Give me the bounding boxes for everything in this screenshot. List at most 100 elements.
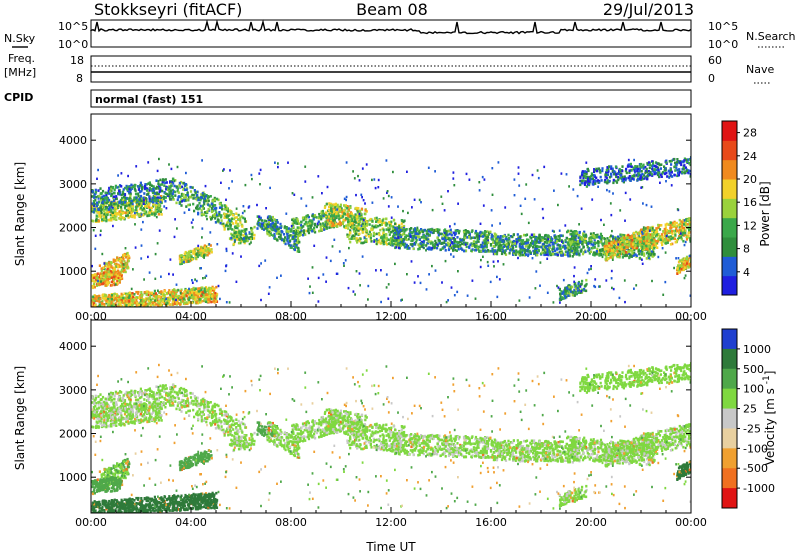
power-cell — [91, 195, 94, 198]
power-cell — [297, 249, 300, 253]
power-cell — [558, 236, 561, 240]
power-cell — [125, 208, 128, 212]
power-cell — [566, 251, 569, 255]
power-cell — [357, 207, 360, 210]
power-cell — [187, 289, 190, 293]
power-cell — [351, 234, 354, 238]
power-cell — [359, 212, 362, 215]
power-cell — [273, 232, 276, 236]
power-cell — [365, 239, 368, 242]
power-cell — [115, 195, 118, 198]
power-cell — [511, 235, 514, 239]
power-cell — [293, 234, 297, 238]
power-cell — [183, 290, 186, 294]
power-cell — [350, 221, 353, 225]
power-cell — [203, 294, 206, 297]
power-cell — [358, 209, 361, 213]
power-cell — [499, 249, 502, 252]
power-cell — [347, 214, 350, 218]
power-cell — [109, 185, 113, 189]
power-cell — [368, 230, 371, 234]
power-cell — [453, 238, 457, 241]
power-cell — [346, 212, 349, 216]
power-cell — [110, 210, 113, 213]
power-cell — [158, 203, 161, 207]
power-cell — [414, 236, 417, 239]
power-cell — [231, 228, 234, 231]
power-cell — [135, 192, 138, 196]
power-cell — [135, 208, 138, 212]
power-cell — [295, 243, 298, 246]
power-cell — [357, 238, 360, 242]
power-cell — [237, 213, 240, 217]
power-cell — [158, 185, 161, 188]
power-cell — [113, 191, 116, 195]
power-cell — [130, 294, 134, 298]
power-cell — [332, 210, 336, 214]
power-cell — [197, 196, 200, 200]
power-cell — [307, 221, 310, 224]
power-cell — [304, 233, 307, 236]
nsearch-tick-top: 10^5 — [708, 20, 738, 33]
power-cell — [207, 300, 210, 303]
power-cell — [196, 190, 199, 194]
power-cell — [94, 273, 97, 276]
power-cell — [347, 208, 350, 211]
power-cell — [351, 226, 354, 229]
power-cell — [213, 299, 216, 302]
power-cell — [135, 304, 138, 307]
power-cell — [211, 285, 214, 289]
power-cell — [200, 299, 203, 303]
power-cell — [486, 230, 489, 233]
power-cell — [281, 238, 284, 242]
power-cell — [534, 245, 537, 248]
power-cell — [496, 241, 499, 244]
power-cell — [458, 229, 461, 233]
power-cell — [313, 222, 317, 226]
power-cell — [162, 298, 165, 301]
power-cell — [526, 241, 529, 244]
power-cell — [546, 236, 549, 239]
power-cell — [103, 274, 106, 278]
power-cell — [365, 210, 368, 213]
power-cell — [414, 240, 418, 244]
power-cell — [573, 231, 576, 235]
power-cell — [108, 297, 111, 300]
power-cell — [390, 236, 394, 240]
power-cell — [109, 190, 112, 193]
power-cell — [463, 242, 466, 245]
power-cell — [236, 222, 239, 226]
power-cell — [150, 199, 153, 203]
power-cell — [358, 215, 361, 218]
power-cell — [575, 234, 578, 238]
power-cell — [454, 243, 457, 247]
power-cell — [524, 253, 528, 256]
power-cell — [543, 253, 546, 257]
power-cell — [154, 297, 157, 300]
power-cell — [230, 232, 233, 236]
power-cell — [132, 305, 135, 307]
station-title: Stokkseyri (fitACF) — [94, 0, 242, 19]
power-cell — [128, 207, 132, 211]
power-cell — [344, 204, 347, 207]
power-cell — [138, 190, 142, 194]
power-cell — [282, 233, 286, 236]
power-cell — [489, 243, 493, 246]
power-cell — [315, 216, 318, 219]
power-cell — [619, 239, 622, 242]
power-cell — [606, 237, 609, 240]
power-cell — [524, 245, 527, 248]
power-cell — [633, 236, 636, 240]
power-cell — [468, 236, 471, 239]
power-cell — [288, 244, 291, 247]
power-cell — [170, 198, 173, 201]
power-cell — [461, 242, 464, 245]
power-cell — [117, 185, 120, 189]
power-cell — [400, 222, 403, 225]
power-cell — [127, 207, 130, 210]
power-cell — [501, 246, 504, 250]
power-cell — [361, 228, 365, 231]
power-cell — [200, 288, 203, 291]
power-cell — [121, 255, 124, 259]
power-cell — [389, 243, 392, 247]
